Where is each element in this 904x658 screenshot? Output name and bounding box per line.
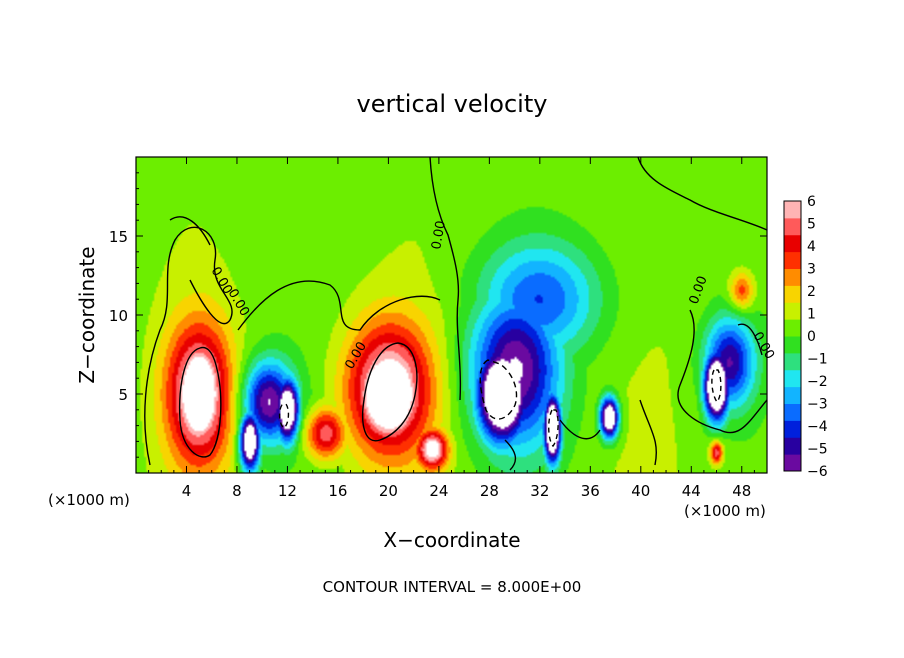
colorbar-swatch (784, 420, 801, 438)
colorbar-tick-label: 2 (807, 284, 816, 300)
y-tick-label: 5 (118, 386, 128, 404)
colorbar-tick-label: −6 (807, 464, 828, 480)
colorbar-tick-label: 1 (807, 307, 816, 323)
x-tick-label: 4 (182, 482, 192, 500)
x-tick-label: 44 (682, 482, 701, 500)
colorbar-tick-label: 3 (807, 262, 816, 278)
y-tick-label: 10 (109, 307, 128, 325)
colorbar-swatch (784, 437, 801, 455)
y-axis-label: Z−coordinate (75, 246, 99, 383)
y-tick-label: 15 (109, 228, 128, 246)
x-axis-label: X−coordinate (383, 528, 520, 552)
colorbar-tick-label: 0 (807, 329, 816, 345)
colorbar-tick-label: −3 (807, 397, 828, 413)
colorbar-tick-label: −5 (807, 442, 828, 458)
x-tick-label: 36 (581, 482, 600, 500)
contour-label: 0.00 (429, 220, 449, 251)
contour-zero-right-lower (677, 309, 768, 434)
colorbar-swatch (784, 454, 801, 472)
x-tick-label: 40 (631, 482, 650, 500)
colorbar-frame (783, 200, 802, 472)
contour-updraft-center (362, 342, 418, 442)
contour-zero-far-right (737, 323, 763, 356)
colorbar: 6 5 4 3 2 1 0 −1 −2 −3 −4 −5 −6 (783, 194, 828, 480)
colorbar-swatch (784, 285, 801, 303)
x-unit-right: (×1000 m) (684, 502, 766, 520)
contour-zero-left (144, 216, 233, 466)
contour-downdraft-center (479, 359, 518, 420)
x-axis: 4 8 12 16 20 24 28 32 36 40 44 48 (148, 157, 755, 500)
contour-downdraft-small-b (548, 409, 559, 448)
contour-downdraft-small-a (278, 403, 290, 429)
contour-interval-footer: CONTOUR INTERVAL = 8.000E+00 (323, 578, 582, 596)
x-tick-label: 48 (732, 482, 751, 500)
colorbar-tick-label: −4 (807, 419, 828, 435)
colorbar-tick-label: −2 (807, 374, 828, 390)
colorbar-tick-label: 5 (807, 217, 816, 233)
vertical-velocity-field (136, 157, 767, 473)
x-unit-left: (×1000 m) (48, 491, 130, 509)
colorbar-swatch (784, 319, 801, 337)
colorbar-swatch (784, 234, 801, 253)
chart-title: vertical velocity (357, 90, 548, 118)
contour-downdraft-small-c (711, 369, 722, 404)
contour-zero-center-lower (504, 399, 657, 471)
y-axis: 5 10 15 (109, 172, 767, 458)
colorbar-tick-label: 4 (807, 239, 816, 255)
x-tick-label: 20 (379, 482, 398, 500)
colorbar-swatch (784, 386, 801, 404)
contour-lines (144, 156, 768, 471)
x-tick-label: 16 (328, 482, 347, 500)
colorbar-swatch (784, 251, 801, 269)
colorbar-swatch (784, 217, 801, 236)
colorbar-swatch (784, 336, 801, 354)
x-tick-label: 28 (480, 482, 499, 500)
colorbar-swatch (784, 302, 801, 320)
contour-updraft-left (178, 346, 222, 458)
colorbar-swatch (784, 352, 801, 371)
colorbar-swatch (784, 369, 801, 388)
colorbar-tick-label: −1 (807, 352, 828, 368)
x-tick-label: 24 (429, 482, 448, 500)
colorbar-swatch (784, 201, 801, 219)
colorbar-swatch (784, 268, 801, 286)
x-tick-label: 8 (232, 482, 242, 500)
colorbar-swatch (784, 403, 801, 421)
colorbar-tick-label: 6 (807, 194, 816, 210)
x-tick-label: 32 (530, 482, 549, 500)
contour-zero-right (637, 156, 768, 231)
contour-zero-mid (237, 280, 441, 331)
x-tick-label: 12 (278, 482, 297, 500)
contour-zero-upper (429, 156, 462, 401)
